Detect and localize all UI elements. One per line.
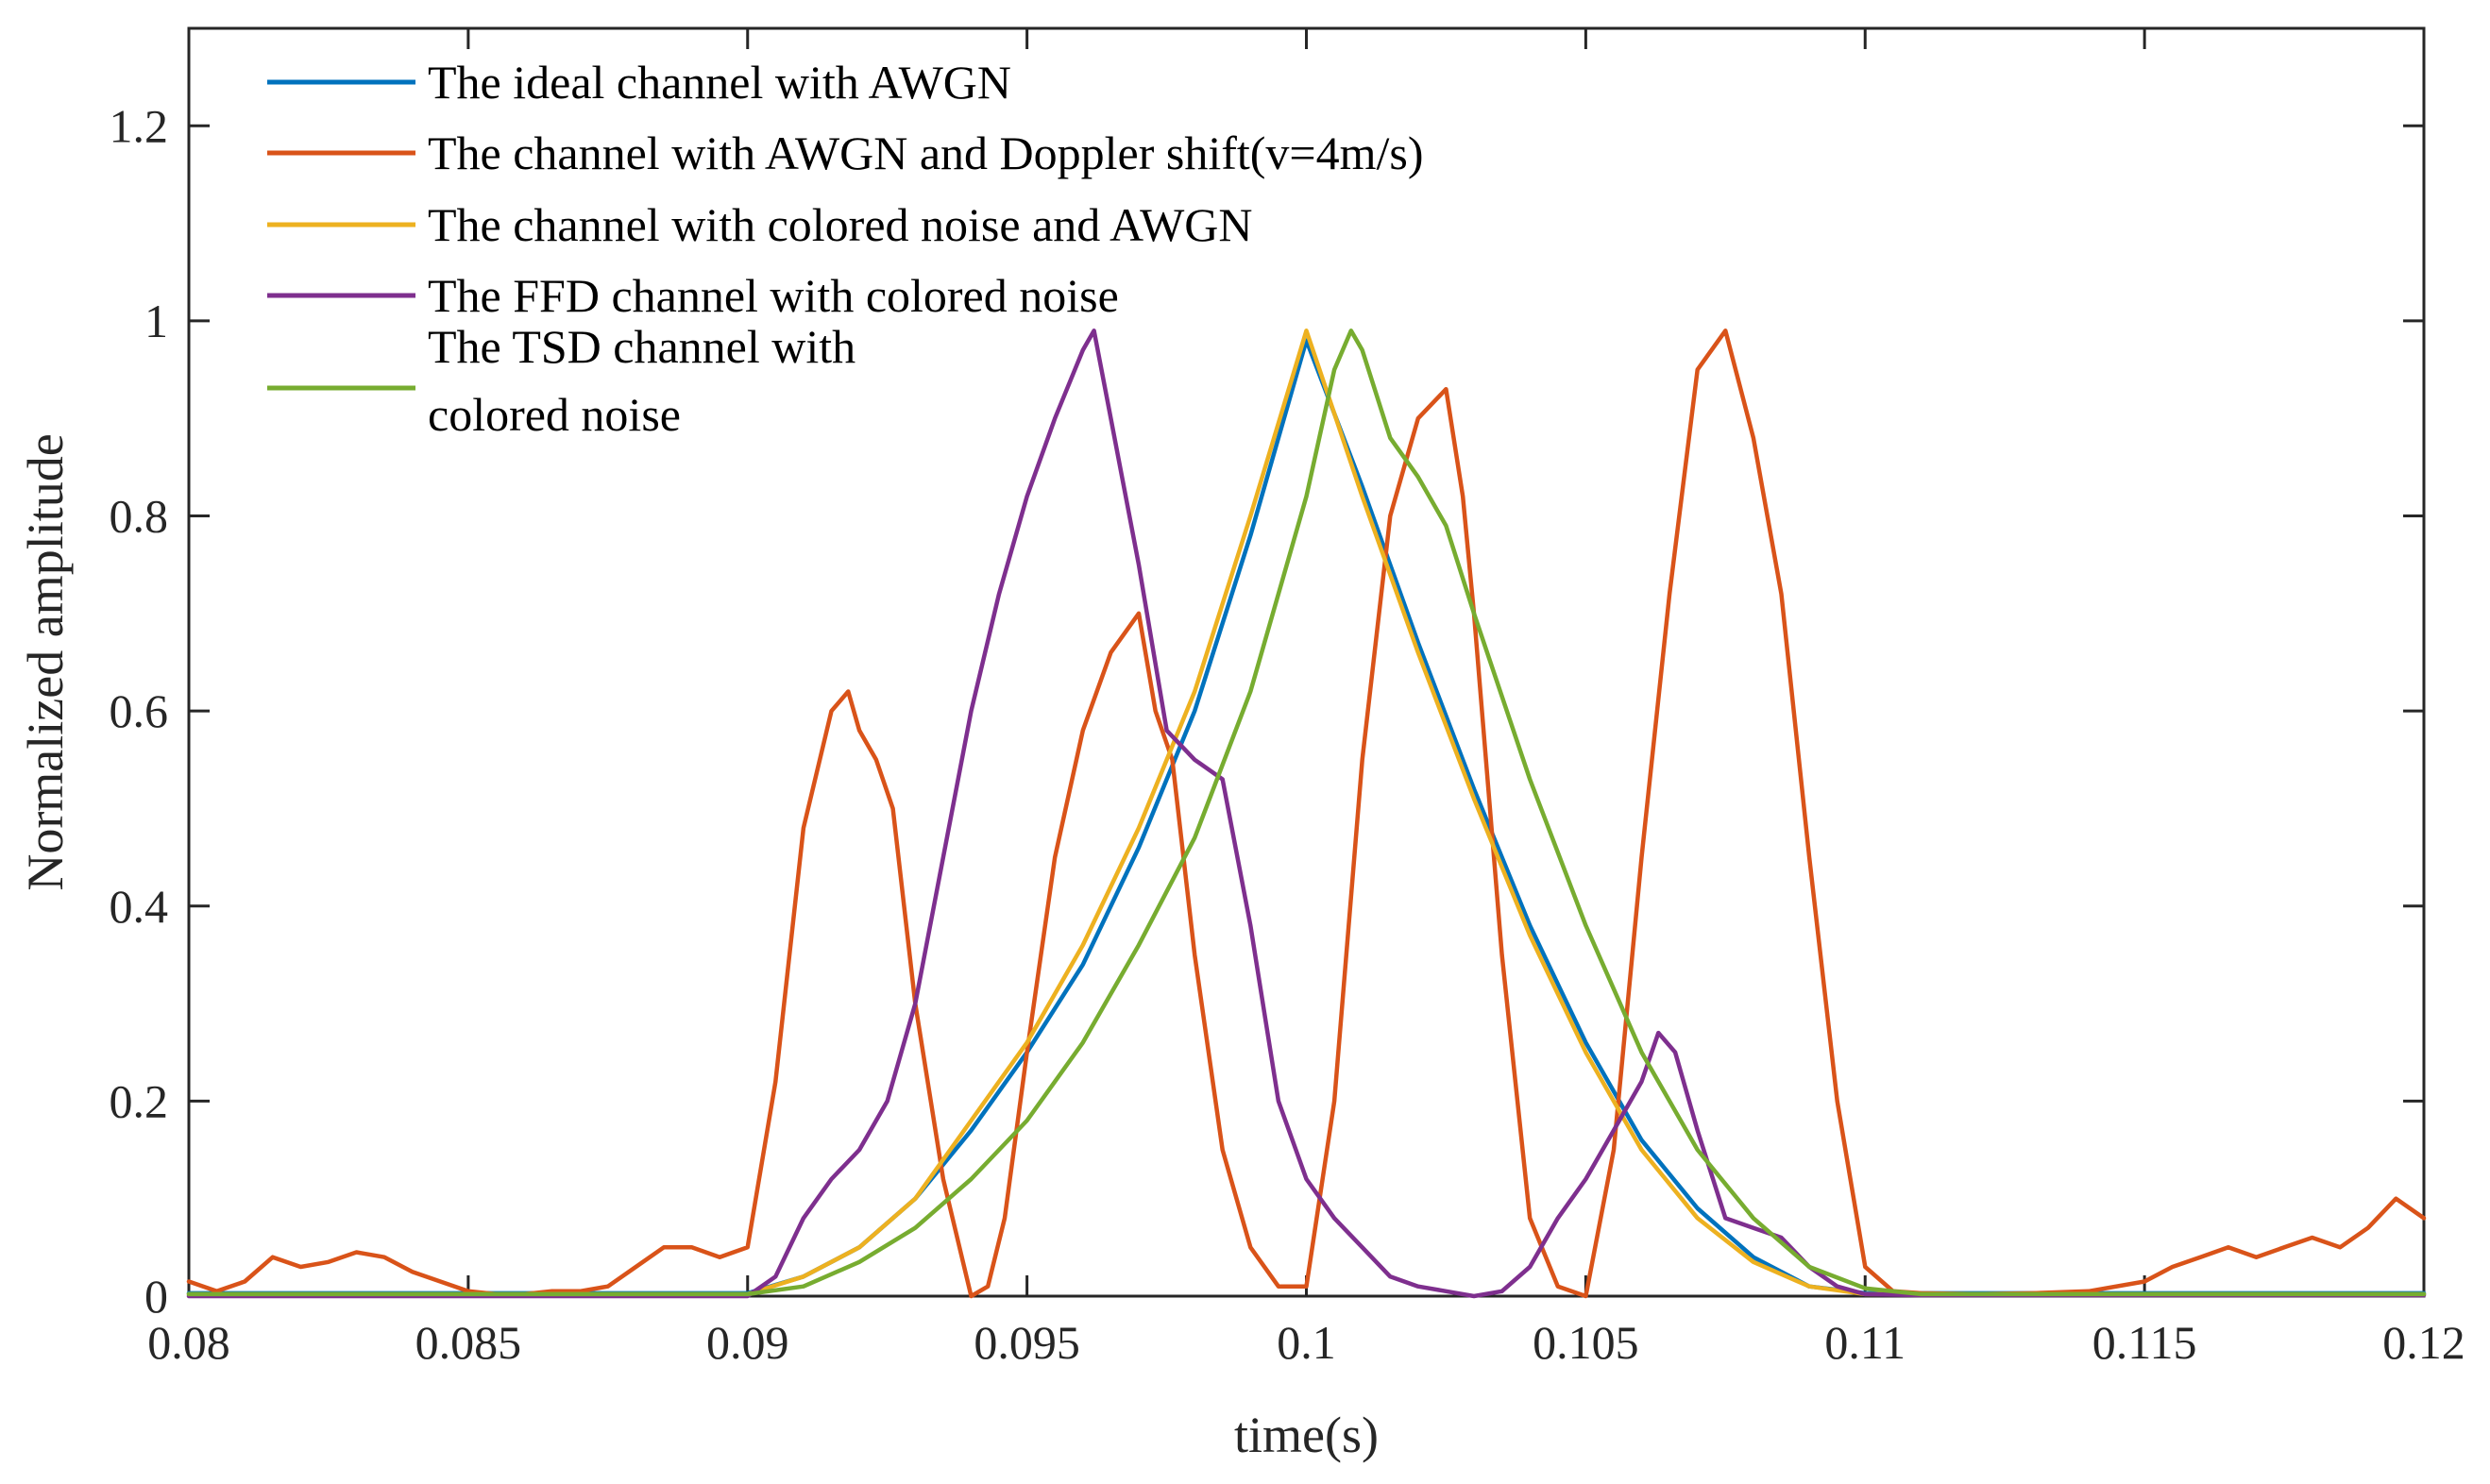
x-tick-label: 0.085 (415, 1316, 522, 1369)
x-tick-label: 0.105 (1533, 1316, 1639, 1369)
legend-label-1: The ideal channel with AWGN (428, 56, 1011, 109)
x-tick-label: 0.115 (2092, 1316, 2197, 1369)
x-tick-label: 0.09 (706, 1316, 789, 1369)
legend-label-5: colored noise (428, 388, 681, 441)
y-axis-title: Normalized amplitude (17, 433, 74, 890)
y-tick-label: 0 (144, 1270, 168, 1323)
series-lines (186, 329, 2427, 1299)
x-tick-label: 0.12 (2382, 1316, 2465, 1369)
y-tick-label: 1 (144, 295, 168, 347)
y-tick-label: 1.2 (110, 99, 169, 152)
series-line-4 (186, 329, 2427, 1299)
legend-label-3: The channel with colored noise and AWGN (428, 198, 1253, 251)
y-tick-label: 0.8 (110, 490, 169, 543)
series-line-5 (186, 329, 2427, 1297)
x-tick-label: 0.095 (974, 1316, 1080, 1369)
legend-label-4: The FFD channel with colored noise (428, 269, 1119, 322)
x-axis: 0.08 0.085 0.09 0.095 0.1 0.105 0.11 0.115 0.12 (147, 28, 2465, 1369)
legend: The ideal channel with AWGN The channel w… (267, 56, 1424, 441)
legend-label-5: The TSD channel with (428, 320, 855, 373)
plot-area (187, 26, 2426, 1298)
legend-label-2: The channel with AWGN and Doppler shift(… (428, 126, 1424, 179)
y-tick-label: 0.2 (110, 1074, 169, 1127)
x-tick-label: 0.1 (1277, 1316, 1336, 1369)
y-axis: 0 0.2 0.4 0.6 0.8 1 1.2 (110, 99, 2424, 1323)
x-tick-label: 0.11 (1824, 1316, 1906, 1369)
series-line-3 (186, 329, 2427, 1297)
y-tick-label: 0.4 (110, 880, 169, 933)
x-axis-title: time(s) (1234, 1407, 1379, 1463)
y-tick-label: 0.6 (110, 684, 169, 737)
x-tick-label: 0.08 (147, 1316, 230, 1369)
